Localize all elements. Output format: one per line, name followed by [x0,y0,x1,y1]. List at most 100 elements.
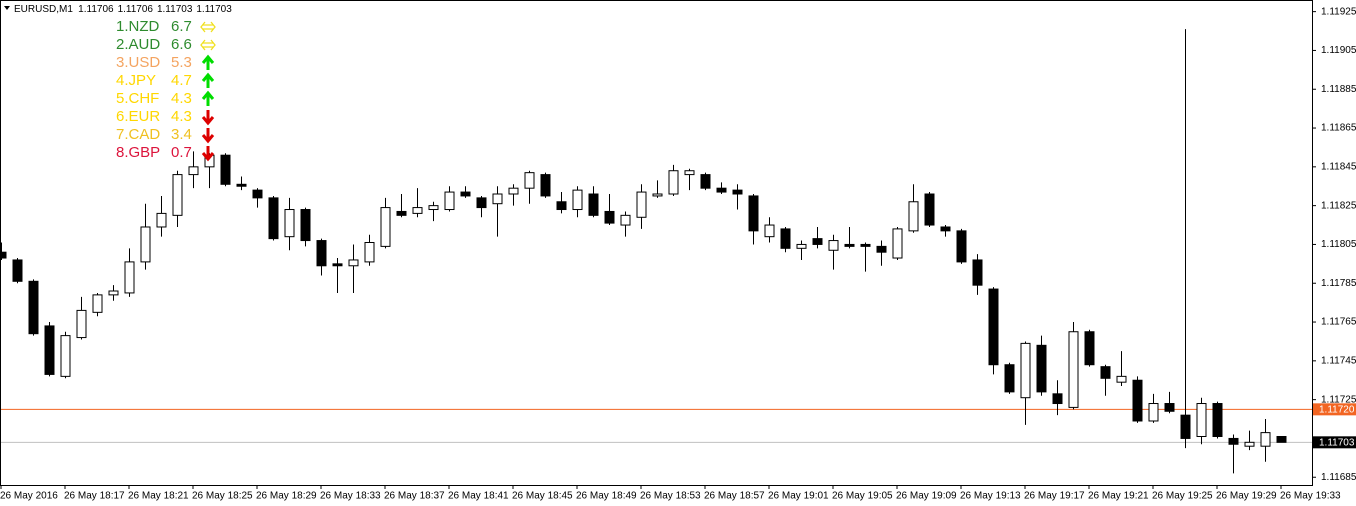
x-tick-label: 26 May 19:21 [1088,491,1149,502]
candle-body [1196,403,1207,437]
candle-body [348,259,359,267]
symbol: EURUSD,M1 [14,4,73,15]
candle-body [364,242,375,263]
candle-body [124,261,135,294]
candle-body [748,195,759,232]
candle-body [332,263,343,267]
candle-body [108,290,119,296]
price-label: 1.11703 [1319,437,1355,448]
candle-body [44,325,55,375]
candle-body [460,191,471,197]
candle-body [524,172,535,189]
x-tick-label: 26 May 18:21 [128,491,189,502]
candle-body [1228,437,1239,445]
strength-label: 7.CAD [116,126,160,143]
candle-body [396,210,407,216]
candle-body [1132,379,1143,422]
candle-body [220,154,231,185]
candle-body [92,294,103,313]
trend-arrow [201,90,215,106]
candle-body [764,224,775,238]
candle-body [1084,331,1095,366]
header-high: 1.11706 [118,4,154,15]
x-tick-label: 26 May 19:09 [896,491,957,502]
candle-body [988,288,999,366]
candle-body [156,212,167,228]
price-lines [1,408,1312,443]
candle-body [924,193,935,226]
x-tick-label: 26 May 18:49 [576,491,637,502]
candle-body [636,191,647,218]
candle-body [380,207,391,247]
strength-label: 8.GBP [116,144,160,161]
strength-value: 6.6 [171,36,192,53]
x-tick-label: 26 May 18:57 [704,491,765,502]
candle-body [428,205,439,211]
menu-triangle[interactable] [4,6,10,10]
candle-body [1068,331,1079,408]
candle-body [188,166,199,176]
candle-body [844,243,855,247]
y-tick-label: 1.11905 [1321,45,1356,56]
candle-body [540,174,551,197]
candle-body [12,259,23,282]
y-tick-label: 1.11825 [1321,200,1356,211]
candle-body [1052,393,1063,405]
strength-label: 4.JPY [116,72,156,89]
candle-body [876,245,887,253]
candle-body [76,309,87,339]
header-low: 1.11703 [157,4,193,15]
candle-body [28,280,39,335]
candle-body [316,240,327,267]
candle-body [1148,403,1159,422]
price-label-box [1313,436,1356,449]
y-tick-label: 1.11865 [1321,123,1356,134]
header-open: 1.11706 [78,4,114,15]
candle-body [1004,364,1015,393]
strength-value: 4.3 [171,108,192,125]
x-tick-label: 26 May 2016 [0,491,58,502]
trend-arrow [201,72,215,88]
candle-body [652,193,663,197]
x-tick-label: 26 May 18:25 [192,491,253,502]
candle-body [412,207,423,214]
x-tick-label: 26 May 18:37 [384,491,445,502]
candle-body [1100,366,1111,379]
candle-body [1276,436,1287,443]
strength-value: 4.7 [171,72,192,89]
candle-body [140,226,151,263]
candle-body [940,226,951,232]
price-label-box [1313,403,1356,416]
strength-value: 0.7 [171,144,192,161]
trend-arrow [201,146,215,162]
candle-body [716,187,727,193]
x-tick-label: 26 May 19:33 [1280,491,1341,502]
candle-body [668,170,679,195]
y-tick-label: 1.11745 [1321,355,1356,366]
y-tick-label: 1.11685 [1321,472,1356,483]
candle-body [1036,344,1047,393]
candle-body [252,189,263,199]
candle-body [1020,342,1031,399]
y-tick-label: 1.11805 [1321,239,1356,250]
x-tick-label: 26 May 19:01 [768,491,829,502]
x-tick-label: 26 May 19:29 [1216,491,1277,502]
y-tick-label: 1.11725 [1321,394,1356,405]
candle-body [780,228,791,249]
chart-header: EURUSD,M1 1.11706 1.11706 1.11703 1.11703 [14,4,232,15]
candle-body [604,210,615,224]
plot-frame [0,0,1313,486]
candle-body [684,170,695,176]
candle-body [732,189,743,195]
y-tick-label: 1.11845 [1321,161,1356,172]
trend-arrow [200,21,216,33]
candle-body [236,183,247,187]
candle-body [492,193,503,205]
candle-body [556,201,567,211]
candle-body [620,214,631,226]
candle-body [972,259,983,286]
candle-body [796,243,807,249]
x-tick-label: 26 May 18:33 [320,491,381,502]
x-tick-label: 26 May 19:17 [1024,491,1085,502]
